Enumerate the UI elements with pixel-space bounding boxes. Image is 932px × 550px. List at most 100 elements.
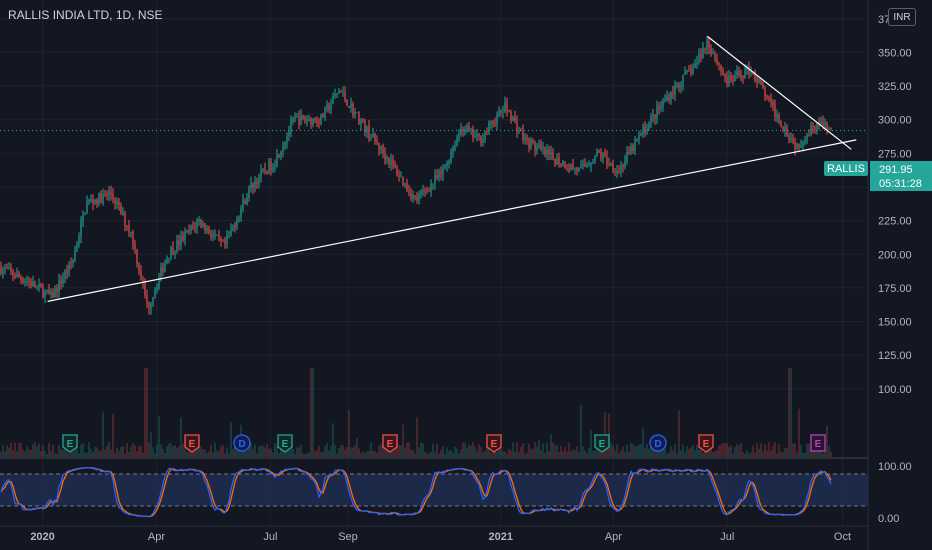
candle-body (488, 123, 490, 132)
earnings-marker[interactable]: E (698, 434, 714, 453)
candle-body (512, 117, 514, 122)
volume-bar (716, 450, 718, 458)
candle-body (766, 96, 768, 98)
candle-body (250, 182, 252, 188)
candle-body (720, 64, 722, 71)
volume-bar (214, 442, 216, 458)
volume-bar (360, 453, 362, 458)
candle-body (726, 77, 728, 84)
candle-body (312, 119, 314, 125)
volume-bar (670, 446, 672, 458)
volume-bar (738, 445, 740, 458)
price-tick-label: 200.00 (878, 249, 912, 261)
candle-body (538, 144, 540, 147)
candle-body (618, 170, 620, 172)
volume-bar (0, 451, 2, 458)
candle-body (304, 117, 306, 122)
candle-body (276, 154, 278, 166)
candle-body (118, 201, 120, 205)
candle-body (444, 166, 446, 168)
volume-bar (518, 451, 520, 458)
volume-bar (142, 452, 144, 458)
volume-bar (720, 444, 722, 458)
volume-bar (538, 440, 540, 458)
volume-bar (334, 444, 336, 458)
volume-bar (774, 442, 776, 458)
volume-bar (594, 449, 596, 458)
currency-button[interactable]: INR (888, 8, 916, 26)
volume-bar (552, 442, 554, 458)
candle-body (220, 237, 222, 242)
volume-bar (306, 453, 308, 458)
price-tick-label: 300.00 (878, 115, 912, 127)
candle-body (680, 85, 682, 88)
candle-body (464, 131, 466, 133)
candle-body (190, 225, 192, 231)
volume-bar (324, 446, 326, 458)
time-tick-label: 2020 (30, 531, 54, 543)
volume-bar (26, 446, 28, 458)
candle-body (358, 112, 360, 125)
volume-bar (584, 450, 586, 458)
candle-body (432, 183, 434, 185)
earnings-marker[interactable]: E (277, 434, 293, 453)
candle-body (14, 275, 16, 278)
candle-body (830, 128, 832, 129)
volume-bar (376, 452, 378, 458)
candle-body (342, 92, 344, 94)
candle-body (216, 234, 218, 236)
volume-bar (752, 445, 754, 458)
volume-bar (362, 451, 364, 458)
volume-bar (312, 368, 314, 458)
candle-body (204, 223, 206, 231)
volume-bar (506, 453, 508, 458)
candle-body (270, 161, 272, 171)
candle-body (198, 219, 200, 222)
volume-bar (784, 448, 786, 458)
volume-bar (20, 442, 22, 458)
candle-body (428, 190, 430, 192)
volume-bar (202, 449, 204, 458)
volume-bar (730, 445, 732, 458)
volume-bar (744, 453, 746, 458)
earnings-marker[interactable]: E (62, 434, 78, 453)
earnings-marker[interactable]: E (594, 434, 610, 453)
volume-bar (24, 451, 26, 458)
earnings-marker[interactable]: E (382, 434, 398, 453)
volume-bar (822, 453, 824, 458)
volume-bar (450, 450, 452, 458)
volume-bar (216, 450, 218, 458)
candle-body (2, 268, 4, 274)
earnings-marker[interactable]: E (184, 434, 200, 453)
volume-bar (618, 452, 620, 458)
volume-bar (462, 442, 464, 458)
candle-body (240, 208, 242, 218)
candle-body (234, 225, 236, 228)
candle-body (60, 280, 62, 284)
dividend-marker[interactable]: D (649, 434, 667, 452)
candle-body (598, 151, 600, 153)
candle-body (48, 290, 50, 295)
candle-body (670, 92, 672, 101)
candle-body (682, 74, 684, 86)
volume-bar (100, 451, 102, 458)
candle-body (176, 240, 178, 252)
volume-bar (160, 444, 162, 458)
volume-bar (212, 452, 214, 458)
candle-body (104, 193, 106, 195)
earnings-marker[interactable]: E (486, 434, 502, 453)
dividend-marker[interactable]: D (233, 434, 251, 452)
candle-body (560, 164, 562, 166)
candle-body (352, 104, 354, 116)
volume-bar (526, 452, 528, 458)
candle-body (528, 138, 530, 149)
volume-bar (248, 444, 250, 458)
candle-body (634, 140, 636, 151)
candle-body (308, 118, 310, 121)
earnings-marker[interactable]: E (810, 434, 826, 452)
candle-body (300, 115, 302, 125)
candle-body (542, 147, 544, 149)
candle-body (698, 54, 700, 62)
volume-bar (592, 450, 594, 458)
